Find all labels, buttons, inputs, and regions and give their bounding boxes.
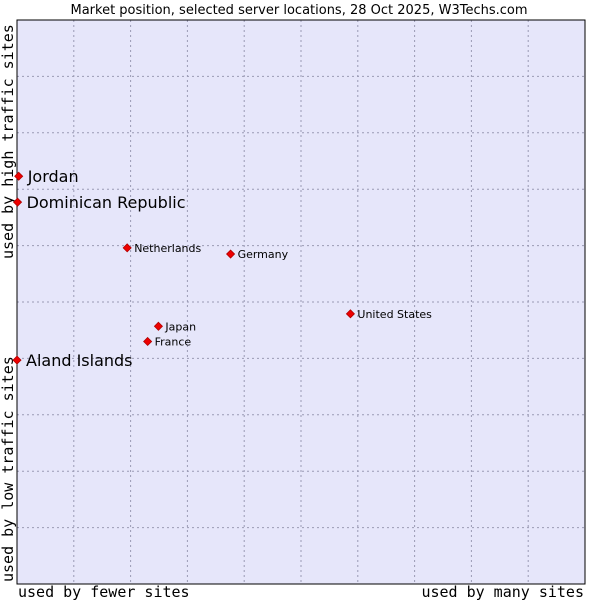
- point-japan: Japan: [153, 320, 196, 333]
- point-marker: [226, 249, 236, 259]
- point-label: Aland Islands: [26, 351, 133, 370]
- data-points: Jordan Dominican Republic Netherlands Germa…: [12, 167, 432, 370]
- point-marker: [153, 321, 163, 331]
- point-united-states: United States: [345, 308, 432, 321]
- plot-border: [16, 19, 586, 585]
- point-label: Germany: [238, 248, 289, 261]
- point-france: France: [143, 335, 192, 348]
- point-marker: [143, 336, 153, 347]
- point-label: France: [155, 335, 192, 348]
- point-label: Japan: [164, 320, 196, 333]
- point-marker: [14, 171, 24, 181]
- point-aland-islands: Aland Islands: [12, 351, 133, 370]
- point-marker: [122, 243, 132, 253]
- y-axis-label-bottom: used by low traffic sites: [0, 356, 17, 582]
- point-label: Dominican Republic: [27, 193, 186, 212]
- point-label: Netherlands: [134, 242, 201, 255]
- y-axis-label-top: used by high traffic sites: [0, 24, 17, 259]
- x-axis-label-right: used by many sites: [421, 583, 584, 600]
- x-axis-label-left: used by fewer sites: [18, 583, 190, 600]
- point-label: United States: [357, 308, 432, 321]
- point-jordan: Jordan: [14, 167, 79, 186]
- point-netherlands: Netherlands: [122, 242, 202, 255]
- point-label: Jordan: [27, 167, 79, 186]
- point-marker: [13, 197, 23, 207]
- point-germany: Germany: [226, 248, 289, 261]
- point-marker: [345, 309, 355, 319]
- point-dominican-republic: Dominican Republic: [13, 193, 186, 212]
- chart-title: Market position, selected server locatio…: [70, 3, 527, 18]
- point-marker: [12, 355, 22, 365]
- grid-lines: [17, 20, 585, 584]
